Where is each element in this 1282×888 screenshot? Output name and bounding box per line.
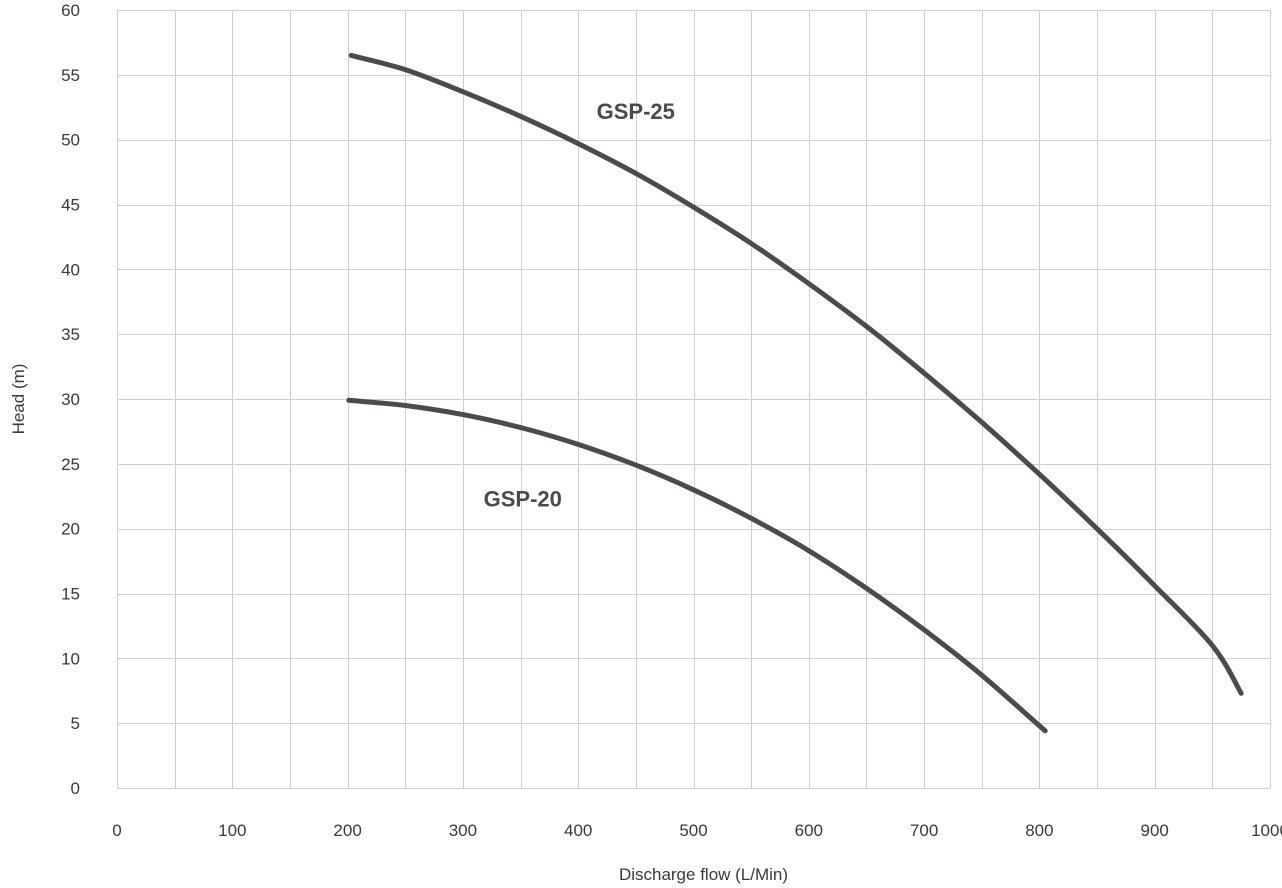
x-tick-label: 800 [1025,821,1053,840]
y-tick-label: 25 [61,455,80,474]
y-tick-label: 20 [61,520,80,539]
y-tick-label: 45 [61,196,80,215]
x-tick-label: 100 [218,821,246,840]
series-line-gsp-25 [348,52,1244,696]
y-tick-label: 5 [71,714,80,733]
x-tick-label: 500 [679,821,707,840]
y-tick-label: 30 [61,390,80,409]
y-tick-label: 55 [61,66,80,85]
x-tick-label: 600 [795,821,823,840]
x-tick-label: 300 [449,821,477,840]
grid [117,10,1271,789]
series-labels: GSP-25 GSP-20 [484,99,675,512]
y-tick-label: 10 [61,649,80,668]
y-tick-label: 35 [61,325,80,344]
x-tick-label: 700 [910,821,938,840]
y-tick-label: 60 [61,1,80,20]
y-axis-title: Head (m) [9,364,28,435]
series-line-gsp-20 [346,397,1048,734]
x-tick-label: 400 [564,821,592,840]
x-tick-label: 900 [1141,821,1169,840]
y-tick-label: 40 [61,260,80,279]
y-tick-label: 0 [71,779,80,798]
y-tick-label: 15 [61,585,80,604]
x-tick-label: 200 [333,821,361,840]
y-tick-label: 50 [61,131,80,150]
series-label-gsp-20: GSP-20 [484,487,562,512]
series [346,52,1244,734]
x-tick-label: 0 [112,821,121,840]
x-axis-title: Discharge flow (L/Min) [619,865,788,884]
series-label-gsp-25: GSP-25 [597,99,675,124]
